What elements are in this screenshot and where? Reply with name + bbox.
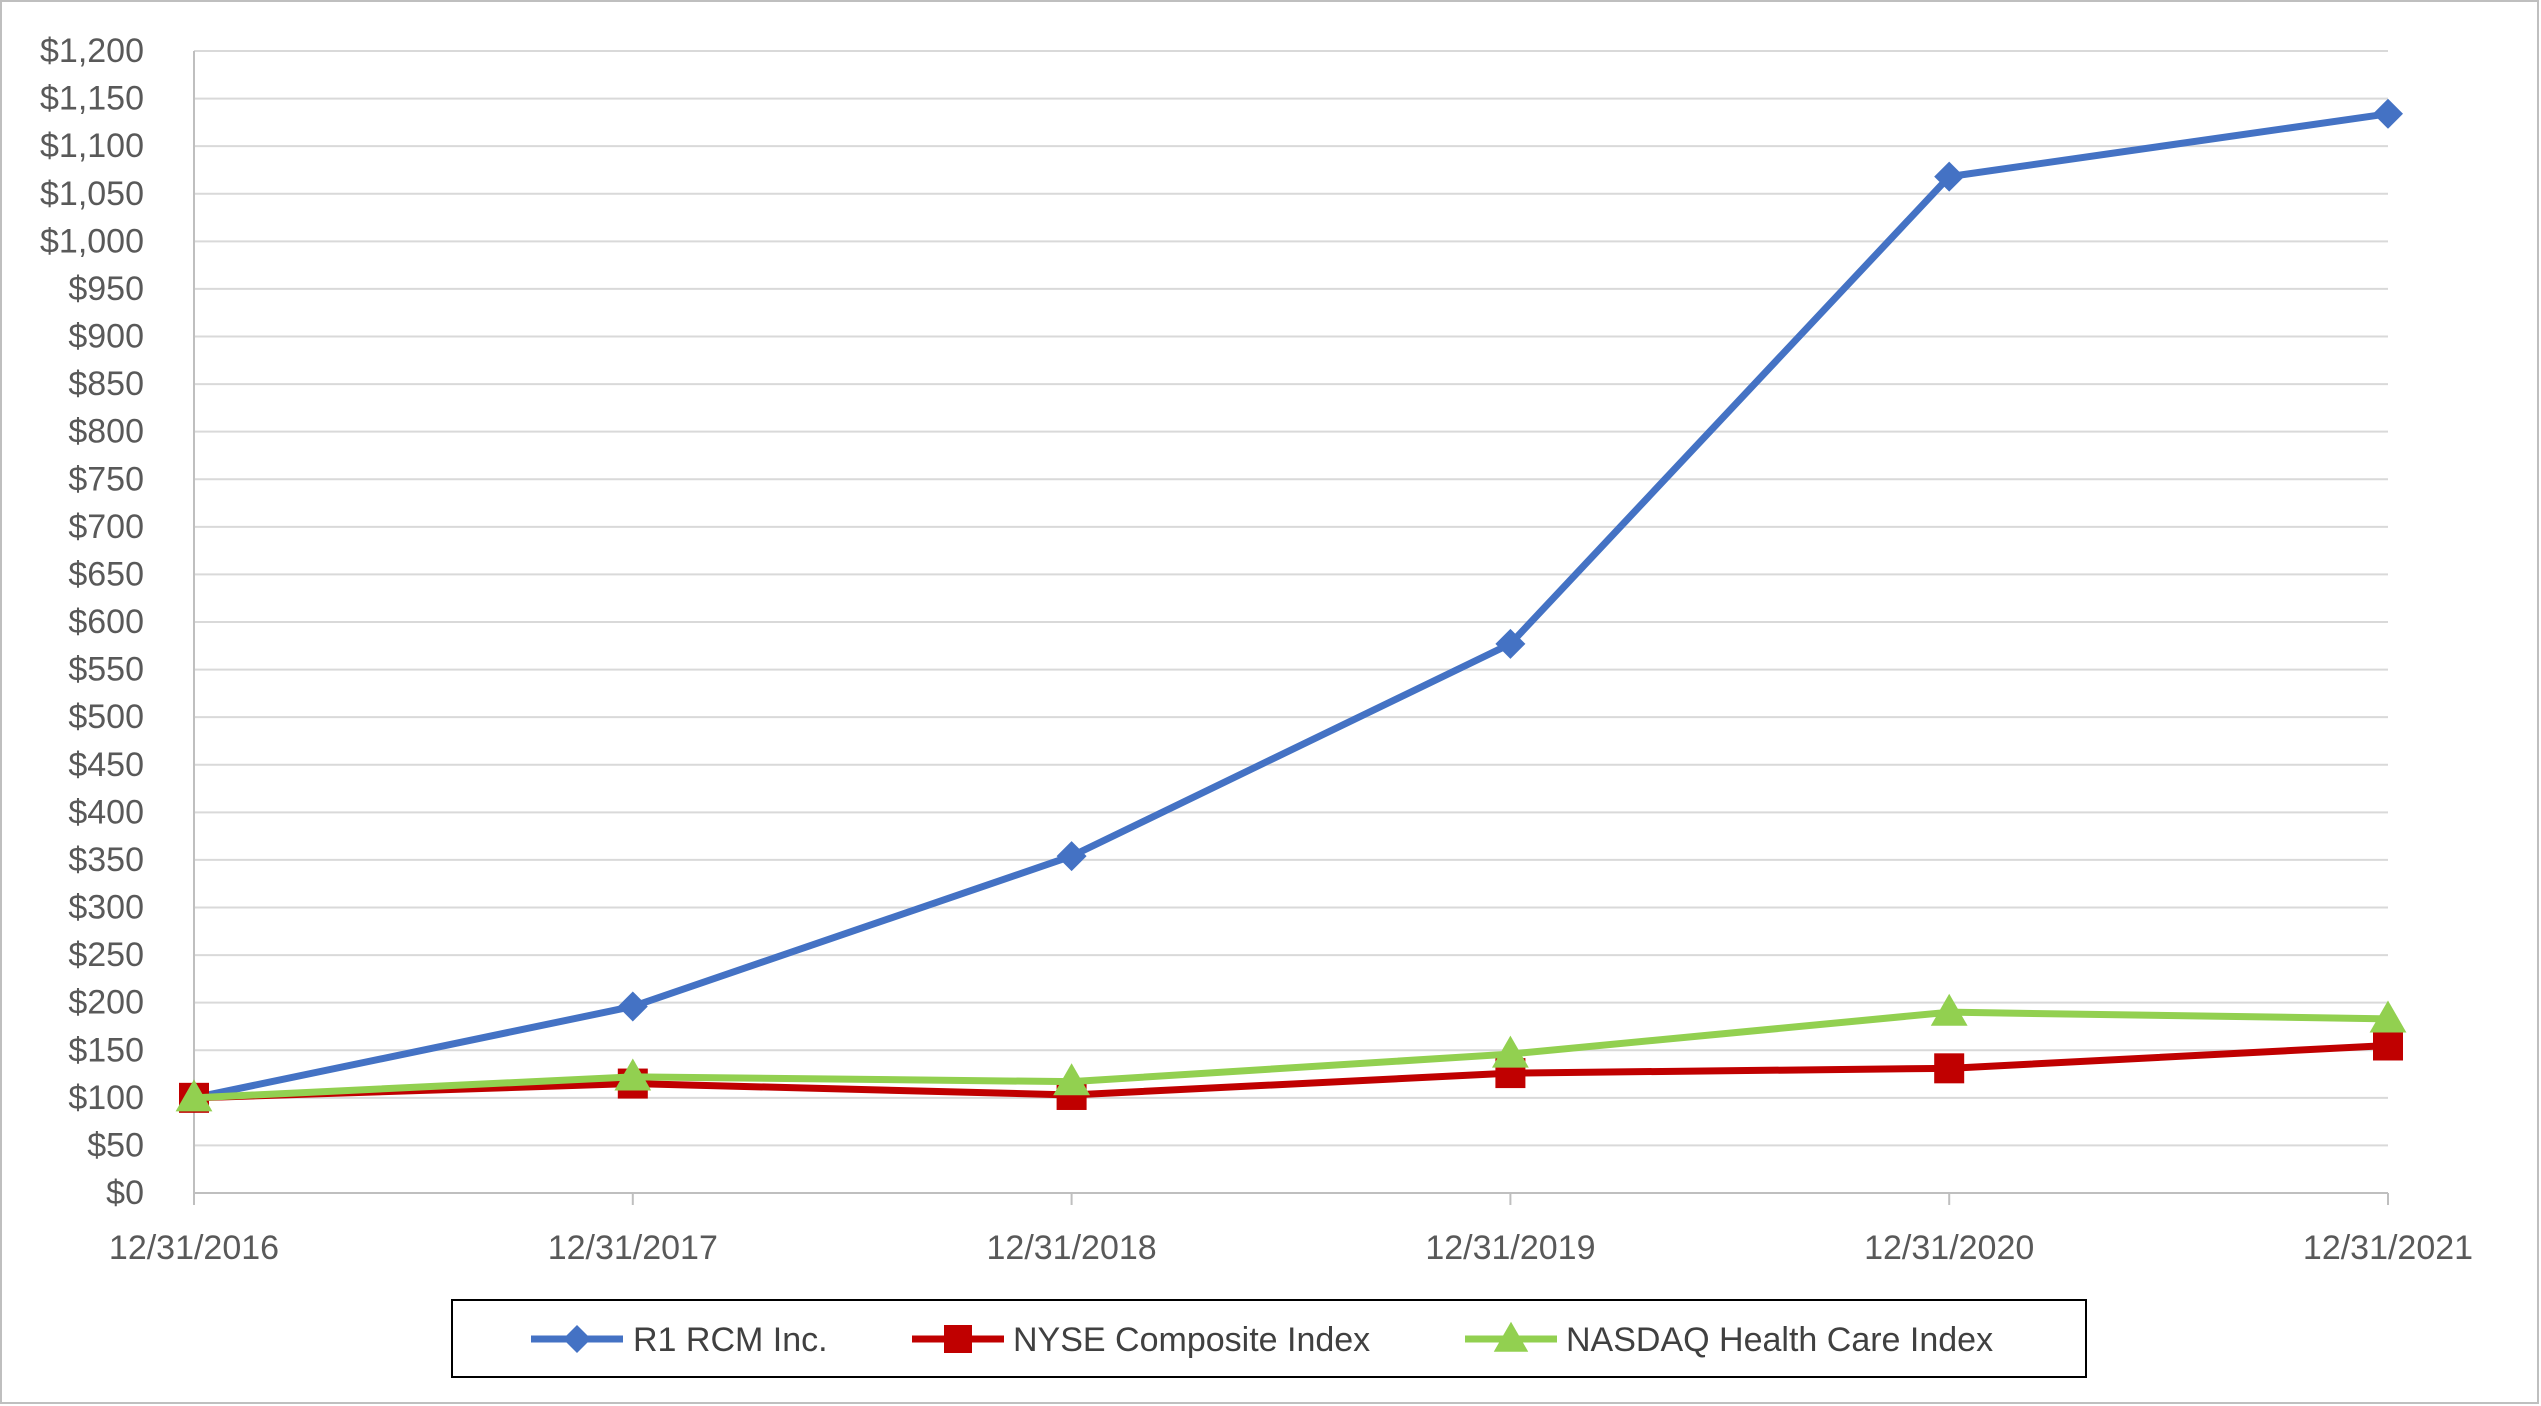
y-tick-label: $0 (106, 1174, 144, 1212)
y-tick-label: $300 (68, 889, 144, 927)
legend: R1 RCM Inc. NYSE Composite Index NASDAQ He… (451, 1299, 2087, 1378)
y-tick-label: $500 (68, 698, 144, 736)
y-tick-label: $50 (87, 1126, 144, 1164)
y-tick-label: $350 (68, 841, 144, 879)
series-line (193, 1041, 2389, 1102)
data-point (1495, 628, 1526, 659)
data-point (1934, 1053, 1965, 1084)
legend-label: NASDAQ Health Care Index (1566, 1321, 1993, 1359)
y-tick-label: $1,200 (40, 32, 144, 70)
x-tick-label: 12/31/2018 (987, 1229, 1157, 1267)
gridlines (194, 50, 2388, 1147)
y-tick-label: $1,150 (40, 80, 144, 118)
y-tick-label: $700 (68, 508, 144, 546)
data-point (1934, 161, 1965, 192)
y-axis-tick-labels: $0 $50 $100 $150 $200 $250 $300 $350 $400 $450 $50… (40, 32, 144, 1212)
y-tick-label: $850 (68, 365, 144, 403)
y-tick-label: $1,100 (40, 127, 144, 165)
series-line (193, 110, 2389, 1102)
x-axis-tick-labels: 12/31/2016 12/31/2017 12/31/2018 12/31/2019… (109, 1229, 2473, 1267)
series-nasdaq-health-care-index (175, 993, 2407, 1112)
legend-box (451, 1299, 2087, 1378)
y-tick-label: $400 (68, 793, 144, 831)
x-tick-label: 12/31/2016 (109, 1229, 279, 1267)
data-point (1053, 1063, 1090, 1096)
data-point (1492, 1035, 1529, 1068)
series-line (193, 1008, 2389, 1102)
y-tick-label: $750 (68, 460, 144, 498)
data-point (614, 1058, 652, 1091)
y-tick-label: $650 (68, 555, 144, 593)
legend-label: NYSE Composite Index (1013, 1321, 1370, 1359)
y-tick-label: $950 (68, 270, 144, 308)
y-tick-label: $150 (68, 1031, 144, 1069)
data-point (2369, 1000, 2407, 1033)
y-tick-label: $1,050 (40, 175, 144, 213)
legend-marker (944, 1325, 972, 1353)
series-nyse-composite-index (179, 1030, 2403, 1113)
y-tick-label: $900 (68, 318, 144, 356)
y-tick-label: $600 (68, 603, 144, 641)
x-tick-label: 12/31/2017 (548, 1229, 718, 1267)
y-tick-label: $100 (68, 1079, 144, 1117)
y-tick-label: $550 (68, 651, 144, 689)
data-point (1930, 993, 1968, 1026)
x-tick-label: 12/31/2019 (1425, 1229, 1595, 1267)
y-tick-label: $800 (68, 413, 144, 451)
data-point (2373, 98, 2403, 129)
y-tick-label: $250 (68, 936, 144, 974)
data-point (1056, 841, 1087, 872)
y-tick-label: $450 (68, 746, 144, 784)
data-point (2373, 1030, 2403, 1061)
data-point (175, 1079, 213, 1112)
legend-marker (1493, 1321, 1529, 1352)
legend-marker (563, 1325, 591, 1353)
x-tick-label: 12/31/2020 (1864, 1229, 2034, 1267)
legend-label: R1 RCM Inc. (633, 1321, 828, 1359)
series-r1-rcm-inc- (179, 98, 2403, 1113)
x-tick-label: 12/31/2021 (2303, 1229, 2473, 1267)
y-tick-label: $1,000 (40, 222, 144, 260)
y-tick-label: $200 (68, 984, 144, 1022)
data-point (617, 991, 648, 1022)
